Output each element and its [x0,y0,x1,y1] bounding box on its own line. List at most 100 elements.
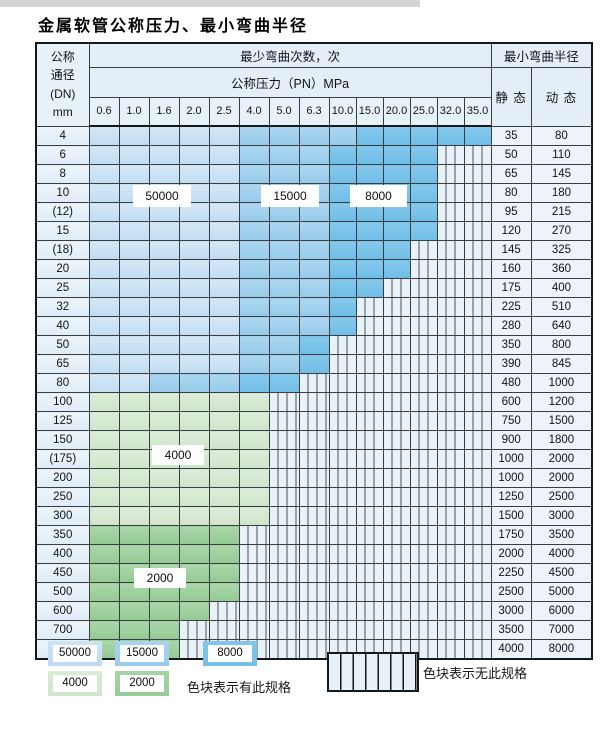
spec-cell-50000 [148,240,180,260]
spec-cell-2000 [208,563,240,583]
spec-cell-8000 [328,145,357,165]
static-radius-cell: 120 [490,221,532,241]
static-radius-cell: 35 [490,125,532,146]
dynamic-radius-cell: 510 [530,297,593,317]
spec-cell-50000 [178,240,210,260]
spec-cell-8000 [409,202,438,222]
pressure-tick: 32.0 [436,96,465,127]
no-spec-cell [409,392,438,412]
pressure-tick: 1.0 [118,96,150,127]
no-spec-cell [298,468,330,488]
no-spec-cell [436,639,465,660]
zone-label-4000: 4000 [152,445,204,465]
no-spec-cell [268,411,300,431]
spec-cell-8000 [328,183,357,203]
spec-cell-4000 [118,392,150,412]
spec-cell-15000 [238,316,270,336]
no-spec-cell [409,430,438,450]
static-radius-cell: 50 [490,145,532,165]
spec-cell-8000 [328,278,357,298]
bend-times-header: 最少弯曲次数，次 [88,42,492,68]
no-spec-cell [355,373,384,393]
spec-cell-50000 [118,125,150,146]
dynamic-radius-cell: 145 [530,164,593,184]
spec-cell-15000 [238,145,270,165]
no-spec-cell [238,563,270,583]
no-spec-cell [268,449,300,469]
spec-cell-8000 [355,125,384,146]
spec-cell-50000 [178,145,210,165]
spec-cell-4000 [208,392,240,412]
spec-cell-50000 [208,316,240,336]
dn-cell: 25 [35,278,90,298]
spec-cell-4000 [88,449,120,469]
spec-cell-50000 [88,335,120,355]
no-spec-cell [463,373,492,393]
no-spec-cell [409,506,438,526]
spec-cell-8000 [382,221,411,241]
dn-cell: (18) [35,240,90,260]
spec-cell-4000 [238,430,270,450]
spec-cell-50000 [178,297,210,317]
spec-cell-15000 [328,125,357,146]
no-spec-cell [436,164,465,184]
spec-cell-15000 [298,278,330,298]
spec-cell-50000 [148,145,180,165]
spec-cell-4000 [148,392,180,412]
pressure-tick: 35.0 [463,96,492,127]
table-row: 65 390 845 [35,354,593,374]
spec-cell-50000 [208,297,240,317]
legend-swatch-8000: 8000 [203,641,257,666]
static-radius-cell: 4000 [490,639,532,660]
dynamic-radius-cell: 2500 [530,487,593,507]
no-spec-cell [328,563,357,583]
spec-cell-50000 [118,373,150,393]
no-spec-cell [298,620,330,640]
spec-cell-4000 [208,506,240,526]
spec-cell-50000 [118,259,150,279]
dynamic-radius-cell: 6000 [530,601,593,621]
dn-cell: 300 [35,506,90,526]
spec-cell-8000 [355,145,384,165]
dynamic-radius-cell: 1800 [530,430,593,450]
spec-cell-15000 [238,335,270,355]
no-spec-cell [382,430,411,450]
no-spec-cell [382,563,411,583]
table-row: 80 480 1000 [35,373,593,393]
spec-cell-50000 [208,145,240,165]
dn-cell: 700 [35,620,90,640]
no-spec-cell [298,430,330,450]
static-radius-cell: 480 [490,373,532,393]
no-spec-cell [436,145,465,165]
spec-cell-50000 [148,125,180,146]
spec-cell-50000 [88,278,120,298]
dn-cell: 20 [35,259,90,279]
table-row: 300 1500 3000 [35,506,593,526]
spec-cell-8000 [328,259,357,279]
spec-cell-50000 [148,335,180,355]
no-spec-cell [382,278,411,298]
spec-cell-15000 [148,373,180,393]
table-row: 100 600 1200 [35,392,593,412]
spec-cell-50000 [208,183,240,203]
no-spec-cell [409,449,438,469]
table-row: 700 3500 7000 [35,620,593,640]
no-spec-cell [463,259,492,279]
spec-cell-4000 [238,506,270,526]
spec-cell-50000 [178,259,210,279]
spec-cell-50000 [148,316,180,336]
static-radius-cell: 1000 [490,449,532,469]
no-spec-cell [382,354,411,374]
no-spec-cell [436,544,465,564]
spec-cell-4000 [118,487,150,507]
no-spec-cell [328,354,357,374]
no-spec-cell [463,240,492,260]
table-row: 25 175 400 [35,278,593,298]
no-spec-cell [238,601,270,621]
spec-cell-50000 [118,145,150,165]
no-spec-cell [355,563,384,583]
dynamic-radius-cell: 845 [530,354,593,374]
static-radius-cell: 3500 [490,620,532,640]
no-spec-cell [436,221,465,241]
no-spec-cell [328,411,357,431]
